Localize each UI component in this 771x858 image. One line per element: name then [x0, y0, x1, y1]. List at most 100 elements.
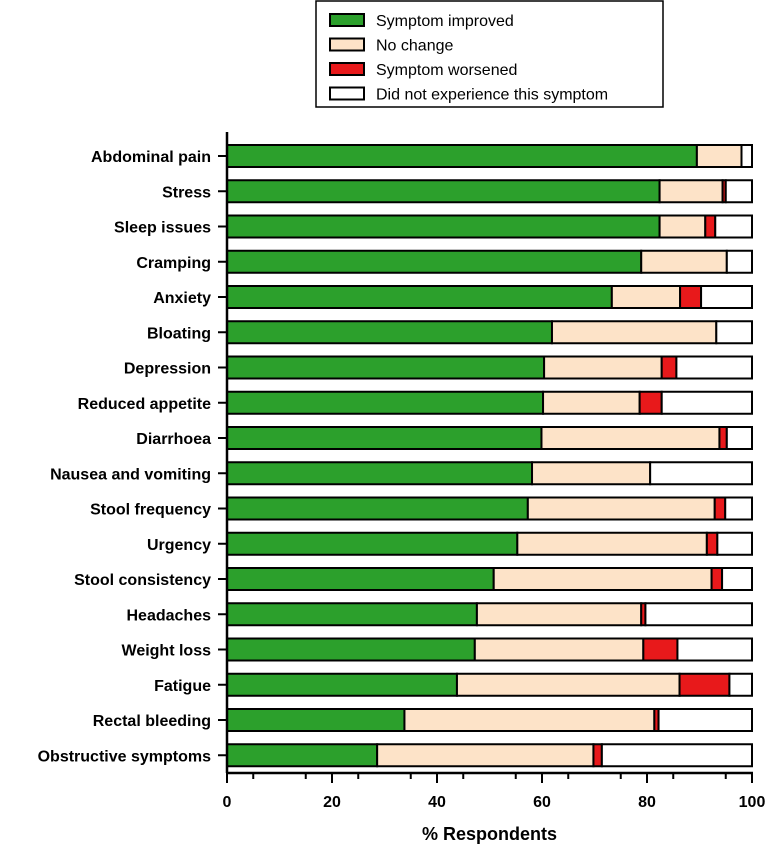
bar-obstructive-symptoms-no-change: [376, 743, 595, 768]
bar-stool-consistency-did-not-experience-this-symptom: [721, 567, 754, 591]
category-label: Rectal bleeding: [93, 713, 211, 730]
bar-stress-did-not-experience-this-symptom: [724, 179, 753, 204]
bar-abdominal-pain-symptom-improved: [226, 144, 698, 168]
legend: Symptom improved No change Symptom worsene…: [315, 0, 664, 108]
bar-sleep-issues-symptom-worsened: [704, 214, 717, 239]
x-tick-label: 80: [638, 794, 656, 811]
x-tick-label: 20: [323, 794, 341, 811]
category-label: Bloating: [147, 325, 211, 342]
bar-anxiety-no-change: [610, 285, 682, 309]
x-tick-label: 100: [739, 794, 766, 811]
category-labels: Abdominal pain Stress Sleep issues Cramping…: [38, 149, 227, 765]
category-label: Stool frequency: [90, 502, 211, 519]
x-tick-label: 40: [428, 794, 446, 811]
bar-cramping-no-change: [640, 249, 728, 274]
bar-stool-consistency-no-change: [492, 567, 713, 591]
bar-fatigue-no-change: [455, 672, 681, 697]
bar-anxiety-did-not-experience-this-symptom: [700, 285, 754, 309]
bar-stress-symptom-improved: [226, 179, 661, 204]
bar-fatigue-symptom-improved: [226, 672, 458, 697]
bar-reduced-appetite-no-change: [542, 390, 641, 415]
bar-abdominal-pain-no-change: [695, 144, 743, 168]
bar-reduced-appetite-symptom-worsened: [638, 390, 663, 415]
legend-label: No change: [376, 38, 453, 55]
axes: 0 20 40 60 80 100: [223, 132, 766, 811]
bar-fatigue-symptom-worsened: [678, 672, 731, 697]
category-label: Abdominal pain: [91, 149, 211, 166]
bar-weight-loss-no-change: [473, 637, 645, 662]
bar-depression-symptom-worsened: [660, 355, 678, 380]
bars: [226, 144, 754, 768]
bar-fatigue-did-not-experience-this-symptom: [728, 672, 753, 697]
category-label: Depression: [124, 361, 211, 378]
bar-bloating-no-change: [550, 320, 718, 345]
legend-swatch-did-not-experience-this-symptom: [329, 86, 365, 101]
category-label: Nausea and vomiting: [50, 466, 211, 483]
legend-swatch-no-change: [329, 37, 365, 52]
bar-depression-no-change: [543, 355, 663, 380]
bar-stool-frequency-symptom-improved: [226, 496, 529, 521]
category-label: Headaches: [127, 607, 212, 624]
bar-diarrhoea-did-not-experience-this-symptom: [725, 426, 753, 450]
bar-bloating-did-not-experience-this-symptom: [715, 320, 753, 345]
bar-urgency-did-not-experience-this-symptom: [716, 531, 753, 556]
category-label: Anxiety: [153, 290, 211, 307]
bar-obstructive-symptoms-did-not-experience-this-symptom: [600, 743, 753, 768]
bar-nausea-and-vomiting-did-not-experience-this-symptom: [649, 461, 754, 486]
legend-frame: [315, 0, 664, 108]
bar-reduced-appetite-symptom-improved: [226, 390, 545, 415]
bar-nausea-and-vomiting-no-change: [531, 461, 652, 486]
category-label: Obstructive symptoms: [38, 748, 211, 765]
bar-urgency-symptom-improved: [226, 531, 519, 556]
bar-headaches-did-not-experience-this-symptom: [644, 602, 753, 627]
category-label: Urgency: [147, 537, 211, 554]
legend-label: Symptom improved: [376, 13, 514, 30]
bar-rectal-bleeding-did-not-experience-this-symptom: [657, 708, 753, 732]
bar-sleep-issues-did-not-experience-this-symptom: [714, 214, 753, 239]
bar-obstructive-symptoms-symptom-improved: [226, 743, 379, 768]
bar-diarrhoea-symptom-improved: [226, 426, 543, 450]
bar-depression-did-not-experience-this-symptom: [675, 355, 754, 380]
bar-anxiety-symptom-worsened: [679, 285, 703, 309]
bar-rectal-bleeding-no-change: [403, 708, 656, 732]
bar-stool-frequency-no-change: [526, 496, 716, 521]
bar-diarrhoea-no-change: [540, 426, 721, 450]
bar-cramping-symptom-improved: [226, 249, 643, 274]
category-label: Reduced appetite: [78, 396, 211, 413]
bar-sleep-issues-no-change: [658, 214, 707, 239]
bar-weight-loss-symptom-worsened: [642, 637, 679, 662]
bar-obstructive-symptoms-symptom-worsened: [592, 743, 603, 768]
bar-stool-consistency-symptom-improved: [226, 567, 495, 591]
category-label: Stool consistency: [74, 572, 211, 589]
bar-stool-frequency-symptom-worsened: [713, 496, 727, 521]
legend-swatch-symptom-improved: [329, 13, 365, 27]
bar-headaches-symptom-improved: [226, 602, 478, 627]
x-tick-label: 0: [223, 794, 232, 811]
bar-reduced-appetite-did-not-experience-this-symptom: [660, 390, 754, 415]
bar-bloating-symptom-improved: [226, 320, 553, 345]
bar-anxiety-symptom-improved: [226, 285, 613, 309]
category-label: Cramping: [136, 255, 211, 272]
category-label: Sleep issues: [114, 220, 211, 237]
bar-stool-consistency-symptom-worsened: [710, 567, 724, 591]
bar-weight-loss-did-not-experience-this-symptom: [676, 637, 754, 662]
bar-nausea-and-vomiting-symptom-improved: [226, 461, 534, 486]
x-axis-title: % Respondents: [422, 824, 557, 844]
category-label: Fatigue: [154, 678, 211, 695]
legend-label: Symptom worsened: [376, 62, 517, 79]
bar-urgency-no-change: [516, 531, 708, 556]
bar-diarrhoea-symptom-worsened: [718, 426, 728, 450]
category-label: Weight loss: [122, 643, 212, 660]
legend-label: Did not experience this symptom: [376, 87, 608, 104]
bar-sleep-issues-symptom-improved: [226, 214, 661, 239]
bar-cramping-did-not-experience-this-symptom: [725, 249, 753, 274]
bar-headaches-no-change: [475, 602, 643, 627]
bar-abdominal-pain-did-not-experience-this-symptom: [740, 144, 753, 168]
bar-stool-frequency-did-not-experience-this-symptom: [724, 496, 753, 521]
bar-rectal-bleeding-symptom-improved: [226, 708, 406, 732]
category-label: Diarrhoea: [136, 431, 211, 448]
bar-stress-no-change: [658, 179, 724, 204]
bar-urgency-symptom-worsened: [705, 531, 719, 556]
